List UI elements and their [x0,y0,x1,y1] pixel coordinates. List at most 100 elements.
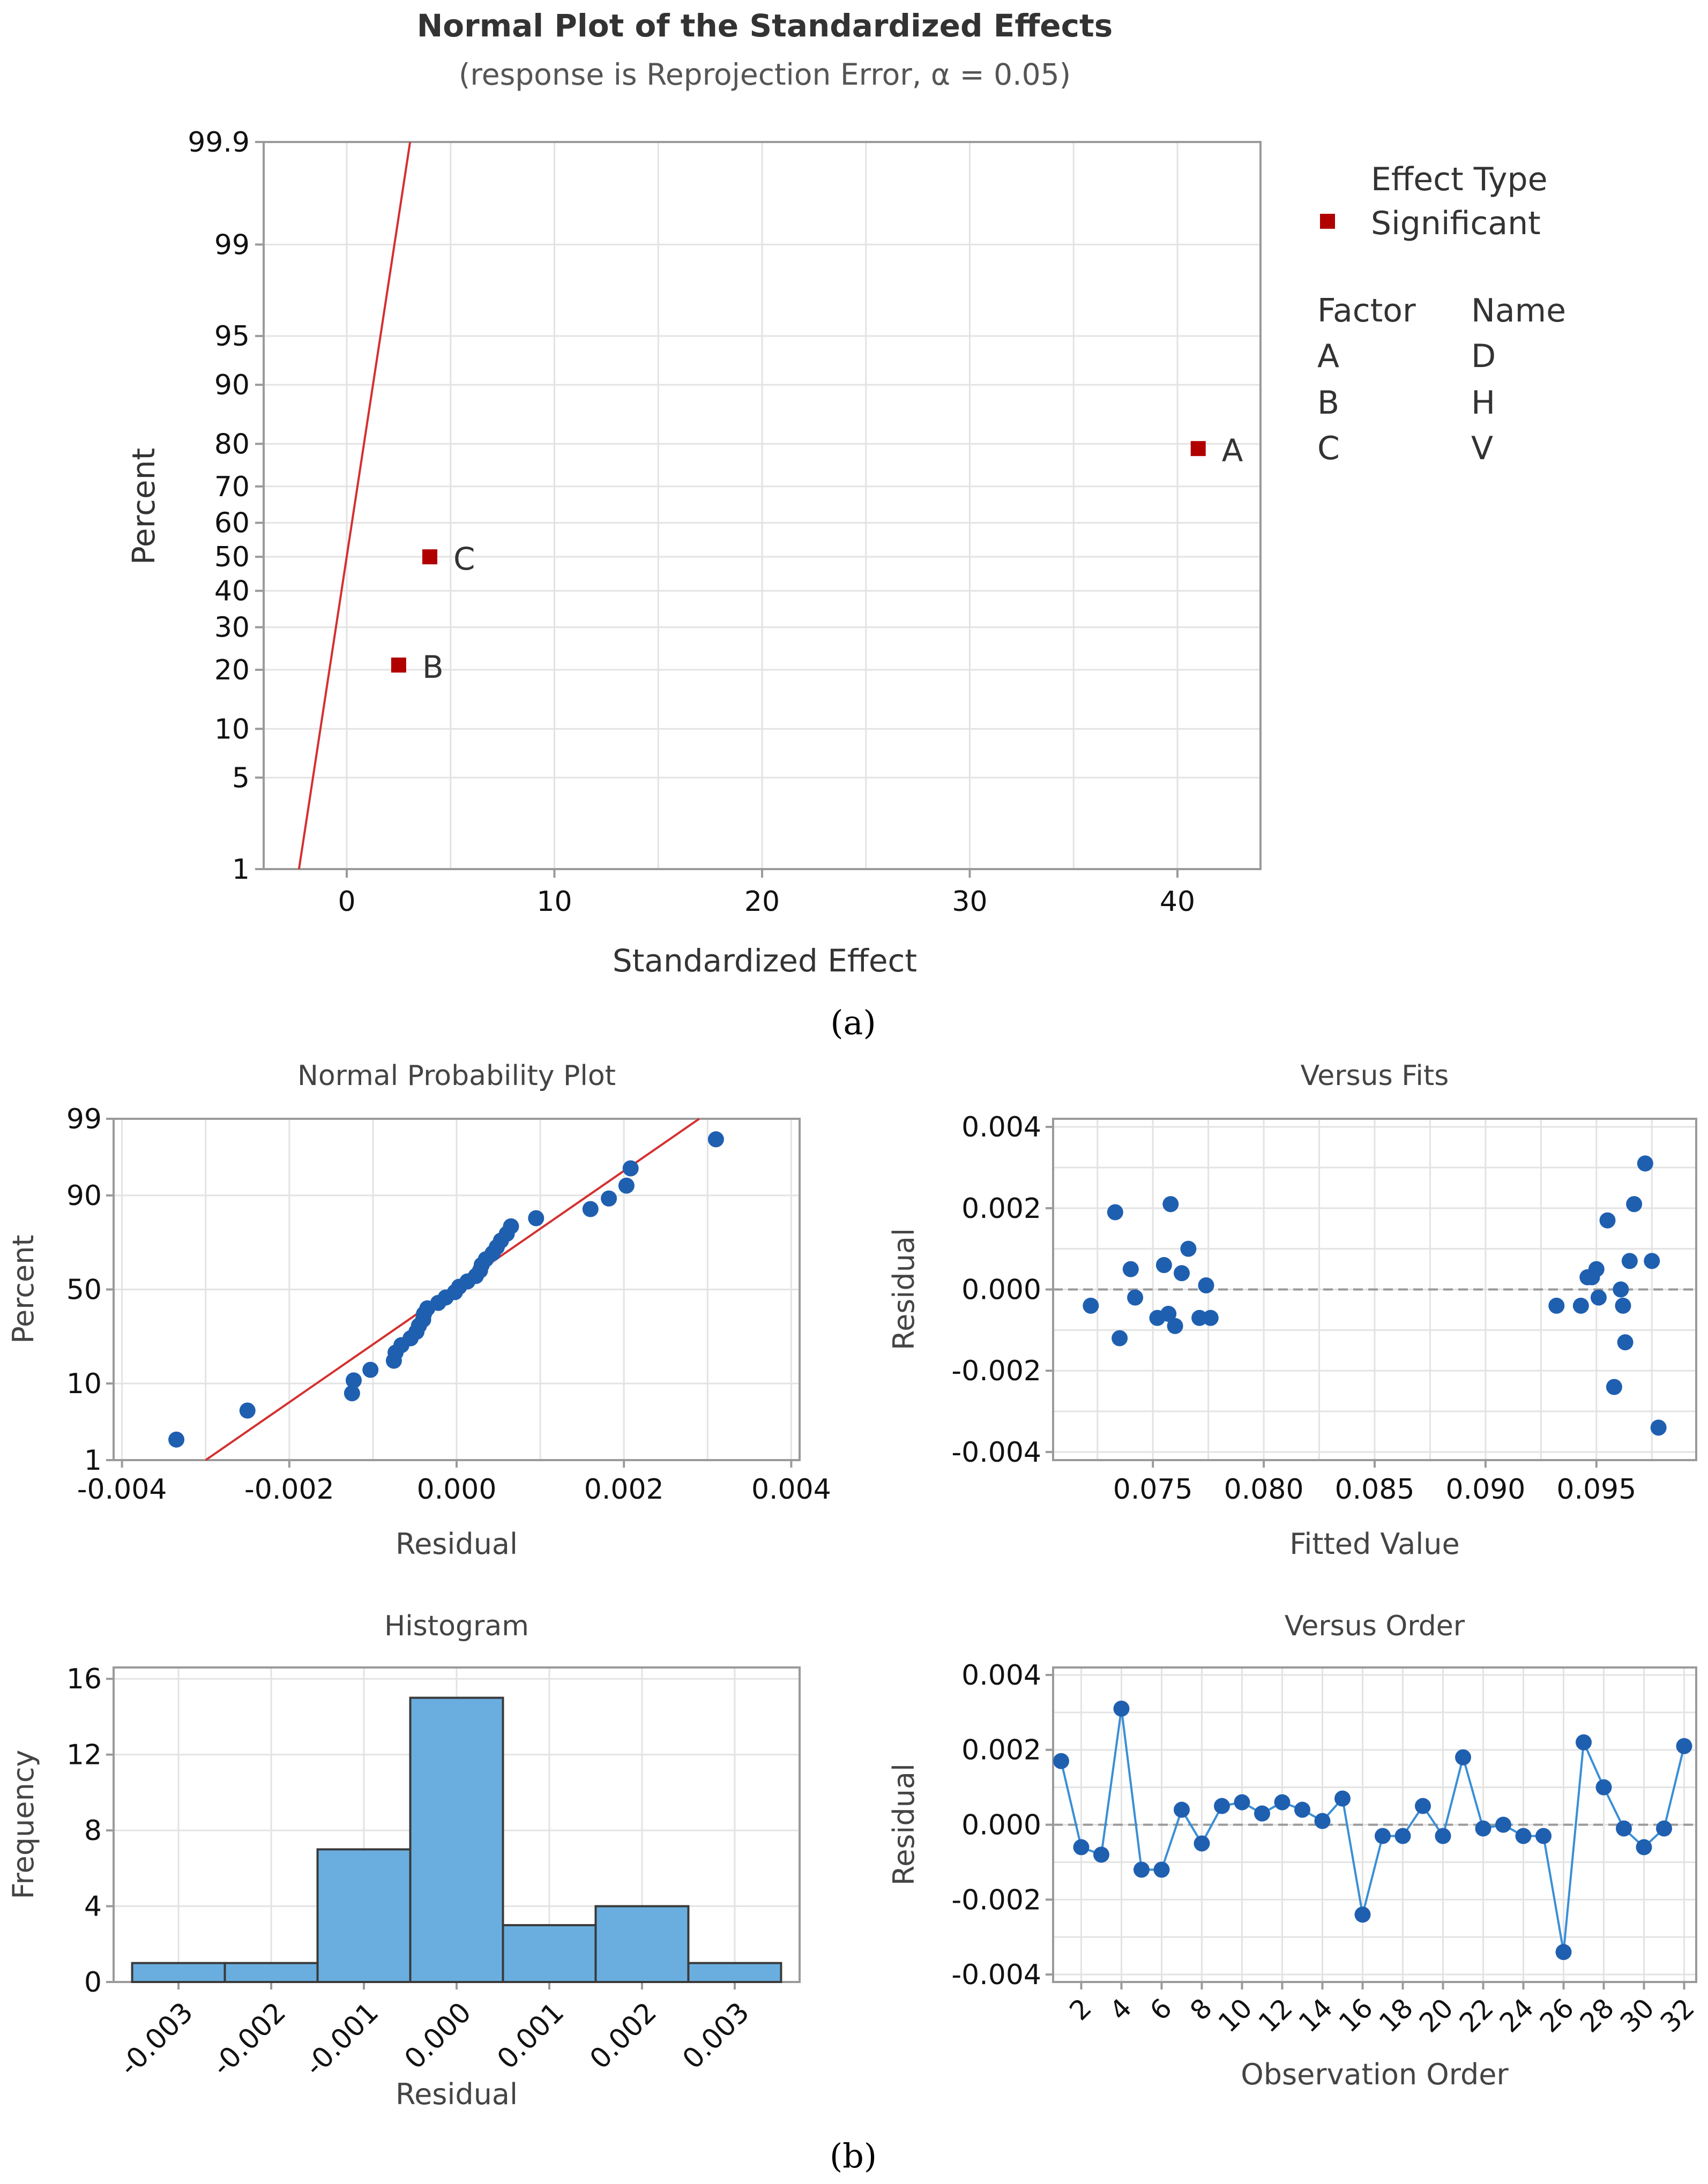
order-point [1435,1828,1451,1844]
normprob-x-tick-label: -0.002 [244,1474,334,1506]
fits-axis-ticks: -0.004 -0.002 0.000 0.002 0.004 0.075 0.080 0.0… [951,1111,1636,1506]
effects-chart-title: Normal Plot of the Standardized Effects [417,8,1113,44]
histogram-y-tick-label: 0 [84,1966,102,1999]
histogram-bar [409,1696,504,1984]
order-point [1214,1798,1230,1814]
normprob-point [622,1160,639,1177]
effects-y-tick-label: 99.9 [188,126,250,159]
effects-y-tick-label: 40 [214,575,250,608]
fits-point [1650,1419,1667,1436]
fits-point [1112,1330,1128,1347]
legend-significant-marker [1320,214,1335,229]
fits-y-tick-label: 0.002 [961,1193,1041,1225]
order-point [1354,1906,1371,1923]
normprob-point [344,1385,360,1402]
histogram-chart-title: Histogram [384,1610,529,1642]
legend-factor-a: A [1317,338,1339,375]
effects-y-tick-label: 5 [232,762,250,794]
effects-point-b [391,657,406,673]
caption-a: (a) [830,1003,876,1042]
legend-name-a: D [1471,338,1496,375]
histogram-y-tick-label: 12 [66,1739,102,1771]
fits-point [1590,1289,1607,1306]
fits-point [1637,1155,1653,1172]
fits-x-tick-label: 0.085 [1335,1474,1415,1506]
fits-point [1167,1318,1183,1334]
effects-y-tick-label: 95 [214,320,250,353]
effects-y-tick-label: 1 [232,854,250,886]
histogram-bar [316,1848,412,1984]
effects-y-tick-label: 30 [214,612,250,644]
fits-chart-title: Versus Fits [1301,1060,1449,1092]
fits-point [1613,1281,1629,1298]
fits-point [1599,1212,1616,1229]
histogram-y-tick-label: 16 [66,1663,102,1695]
order-point [1194,1835,1210,1852]
normprob-chart-title: Normal Probability Plot [297,1060,616,1092]
effects-marks: A C B [297,141,1243,870]
normprob-point [503,1218,519,1235]
order-y-tick-label: -0.004 [951,1959,1041,1991]
caption-b: (b) [830,2136,877,2175]
effects-point-label-c: C [453,541,475,577]
order-series-line [1060,1708,1685,1953]
order-point [1234,1794,1250,1811]
fits-point [1122,1261,1139,1277]
fits-x-tick-label: 0.080 [1224,1474,1304,1506]
histogram-bar [502,1924,597,1984]
order-point [1515,1828,1532,1844]
fits-point [1626,1196,1643,1213]
fits-point [1202,1310,1219,1326]
histogram-bar [687,1962,782,1984]
normprob-point [362,1362,379,1378]
normprob-point [239,1402,256,1419]
order-point [1535,1828,1552,1844]
legend-significant-label: Significant [1371,205,1541,242]
effects-y-tick-label: 99 [214,229,250,261]
effects-x-tick-label: 30 [952,886,987,918]
fits-point [1083,1297,1099,1314]
effects-legend: Effect Type Significant Factor Name A D … [1317,161,1566,467]
order-point [1576,1734,1592,1751]
order-point [1113,1700,1130,1717]
effects-y-tick-label: 50 [214,541,250,573]
order-y-tick-label: 0.002 [961,1734,1041,1767]
normprob-y-tick-label: 99 [66,1103,102,1135]
fits-point [1174,1265,1190,1282]
histogram-bar [131,1962,226,1984]
fits-point [1198,1277,1214,1293]
histogram-y-tick-label: 8 [84,1815,102,1847]
effects-point-label-a: A [1222,432,1243,469]
effects-chart-subtitle: (response is Reprojection Error, α = 0.0… [459,57,1071,92]
histogram-x-axis-label: Residual [396,2077,518,2111]
effects-point-a [1190,441,1206,457]
fits-point [1621,1253,1638,1269]
order-point [1254,1805,1270,1822]
histogram-y-axis-label: Frequency [6,1750,40,1899]
order-chart-title: Versus Order [1285,1610,1465,1642]
order-point [1294,1801,1310,1818]
order-point [1334,1790,1351,1807]
normprob-point [168,1431,185,1448]
normprob-y-axis-label: Percent [6,1235,40,1343]
fits-y-tick-label: 0.000 [961,1274,1041,1306]
order-point [1274,1794,1291,1811]
order-point [1676,1738,1692,1754]
normprob-y-tick-label: 90 [66,1180,102,1212]
fits-point [1644,1253,1660,1269]
fits-point [1615,1297,1631,1314]
effects-x-tick-label: 40 [1160,886,1195,918]
fits-y-tick-label: -0.002 [951,1355,1041,1387]
effects-point-label-b: B [422,649,444,685]
normprob-marks [168,1118,724,1461]
histogram-bar [594,1905,690,1983]
fits-marks [1053,1155,1696,1436]
fits-point [1588,1261,1605,1277]
effects-reference-line [297,141,412,870]
order-point [1053,1753,1069,1769]
fits-point [1162,1196,1179,1213]
normprob-axis-ticks: 1 10 50 90 99 -0.004 -0.002 0.000 0.002 0.004 [66,1103,831,1506]
order-point [1073,1839,1090,1856]
normprob-point [707,1131,724,1148]
